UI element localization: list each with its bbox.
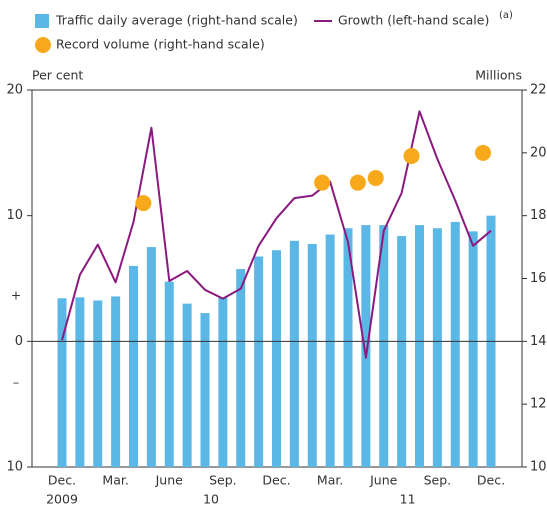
bar — [289, 240, 299, 467]
y-tick-label: 0 — [15, 334, 23, 349]
bar — [397, 236, 407, 467]
legend-swatch-bar — [35, 14, 49, 28]
y2-tick-label: 12 — [530, 397, 547, 412]
record-dot — [135, 195, 152, 212]
bar — [200, 313, 210, 467]
x-tick-label: June — [369, 473, 398, 488]
x-tick-label: Dec. — [48, 473, 76, 488]
bar — [254, 256, 264, 467]
annotation: – — [13, 375, 19, 390]
y-tick-label: 10 — [6, 460, 23, 475]
record-dot — [475, 144, 491, 161]
record-dot — [367, 169, 384, 186]
x-year-label: 11 — [400, 492, 416, 507]
bar — [111, 296, 121, 467]
x-tick-label: June — [155, 473, 184, 488]
legend-label: Traffic daily average (right-hand scale) — [55, 13, 298, 28]
y-tick-label: 20 — [6, 83, 23, 98]
bar — [146, 247, 156, 467]
y-axis-label: Per cent — [32, 68, 83, 83]
x-tick-label: Sep. — [209, 473, 237, 488]
record-dot — [349, 174, 366, 191]
bar — [450, 221, 460, 467]
bar — [272, 250, 281, 467]
bar — [379, 225, 389, 467]
bar — [218, 297, 228, 467]
bar — [307, 243, 317, 467]
bar — [93, 300, 103, 467]
bar — [325, 234, 335, 467]
y2-tick-label: 18 — [530, 208, 547, 223]
record-dot — [403, 147, 420, 164]
y2-axis-label: Millions — [475, 68, 522, 83]
x-tick-label: Dec. — [477, 473, 505, 488]
x-tick-label: Mar. — [102, 473, 128, 488]
bar — [236, 269, 246, 467]
bar — [75, 297, 85, 467]
bar — [432, 228, 442, 467]
bar — [415, 225, 424, 467]
legend-swatch-dot — [35, 37, 51, 53]
legend-note: (a) — [499, 10, 513, 21]
bar — [164, 281, 174, 467]
x-tick-label: Dec. — [262, 473, 290, 488]
y2-tick-label: 14 — [530, 334, 547, 349]
legend: Traffic daily average (right-hand scale)… — [35, 10, 513, 53]
bar — [182, 303, 192, 467]
bar — [57, 298, 67, 467]
legend-label: Growth (left-hand scale) — [338, 13, 489, 28]
y2-tick-label: 20 — [530, 145, 547, 160]
legend-label: Record volume (right-hand scale) — [56, 37, 265, 52]
y2-tick-label: 22 — [530, 83, 547, 98]
x-tick-label: Sep. — [424, 473, 452, 488]
record-dot — [314, 174, 331, 191]
y-tick-label: 10 — [6, 208, 23, 223]
annotation: + — [11, 288, 21, 303]
bar — [361, 225, 371, 467]
x-tick-label: Mar. — [317, 473, 343, 488]
y2-tick-label: 16 — [530, 271, 547, 286]
bar — [468, 231, 478, 467]
x-year-label: 10 — [203, 492, 219, 507]
x-year-label: 2009 — [46, 492, 78, 507]
bar — [343, 228, 353, 467]
y2-tick-label: 10 — [530, 460, 547, 475]
growth-line — [61, 110, 492, 359]
bar — [129, 265, 138, 467]
